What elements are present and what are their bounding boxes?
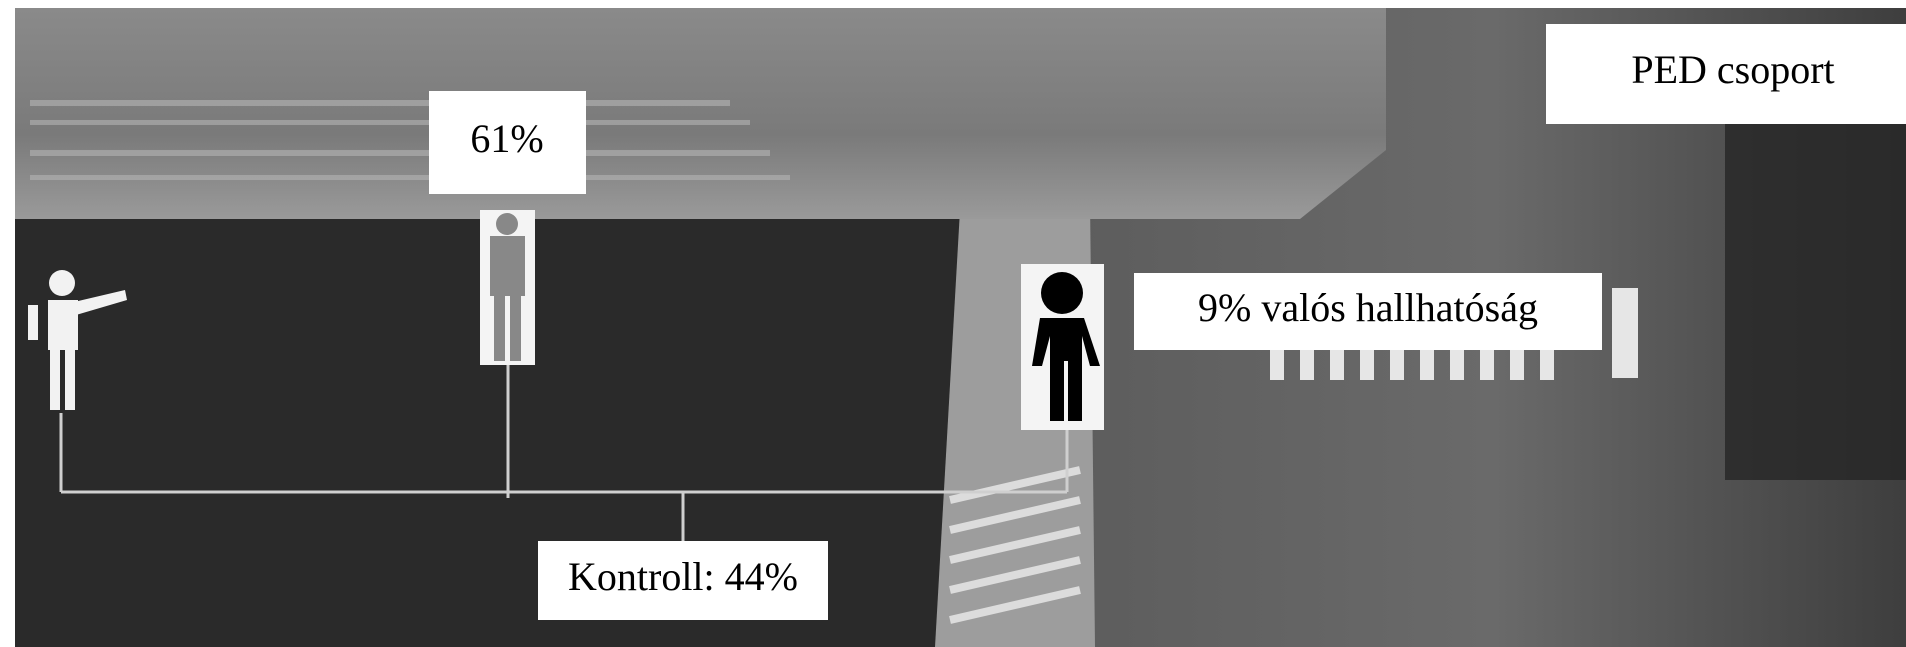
listening-label: 9% valós hallhatóság xyxy=(1134,273,1602,350)
control-text: Kontroll: 44% xyxy=(568,554,798,599)
frame-top xyxy=(0,0,1906,8)
listening-figure xyxy=(1021,264,1104,430)
standing-figure xyxy=(480,210,535,365)
group-text: PED csoport xyxy=(1631,47,1834,92)
standing-text: 61% xyxy=(470,116,543,161)
building xyxy=(15,8,1386,219)
listening-text: 9% valós hallhatóság xyxy=(1198,285,1538,330)
frame-left xyxy=(0,0,15,647)
scene: PED csoport 61% 9% valós hallhatóság Kon… xyxy=(0,0,1906,647)
group-label: PED csoport xyxy=(1546,24,1906,124)
trees xyxy=(1725,120,1906,480)
standing-label: 61% xyxy=(429,91,586,194)
control-label: Kontroll: 44% xyxy=(538,541,828,620)
page: PED csoport 61% 9% valós hallhatóság Kon… xyxy=(0,0,1906,647)
